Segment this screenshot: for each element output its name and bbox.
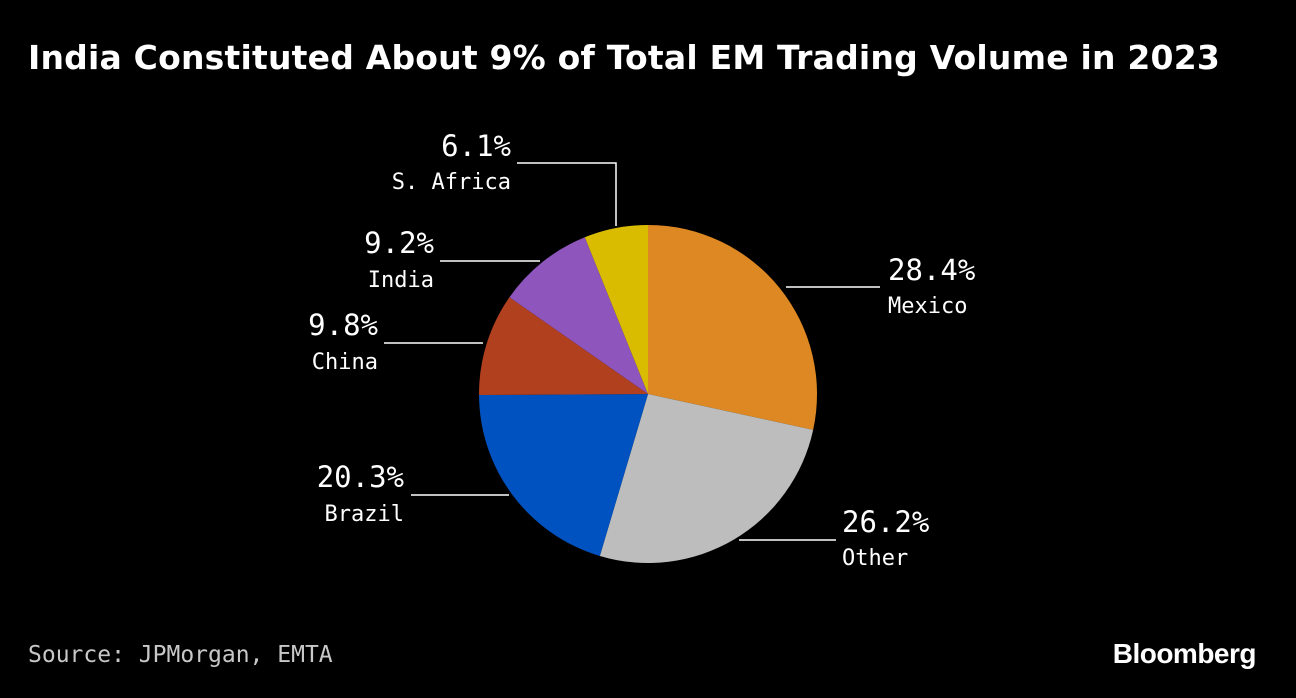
pie-slice-other <box>599 394 814 564</box>
slice-name-brazil: Brazil <box>325 502 404 527</box>
data-label-other: 26.2% <box>842 505 929 539</box>
slice-name-china: China <box>312 350 378 375</box>
slice-name-mexico: Mexico <box>888 294 967 319</box>
data-label-brazil: 20.3% <box>317 460 404 494</box>
data-label-china: 9.8% <box>308 308 378 342</box>
pie-slice-india <box>509 237 648 394</box>
pie-slice-china <box>478 297 648 396</box>
data-label-india: 9.2% <box>364 226 434 260</box>
bloomberg-logo: Bloomberg <box>1112 638 1257 669</box>
slice-name-s-africa: S. Africa <box>392 170 511 195</box>
slice-name-india: India <box>368 268 434 293</box>
data-label-s-africa: 6.1% <box>441 129 511 163</box>
chart-title: India Constituted About 9% of Total EM T… <box>28 38 1221 77</box>
leader-line-s-africa <box>517 162 617 226</box>
pie-slice-mexico <box>648 225 818 430</box>
slice-name-other: Other <box>842 546 908 571</box>
source-note: Source: JPMorgan, EMTA <box>28 642 333 668</box>
pie-slice-brazil <box>479 394 648 556</box>
pie-slice-s-africa <box>584 225 648 394</box>
data-label-mexico: 28.4% <box>888 253 975 287</box>
